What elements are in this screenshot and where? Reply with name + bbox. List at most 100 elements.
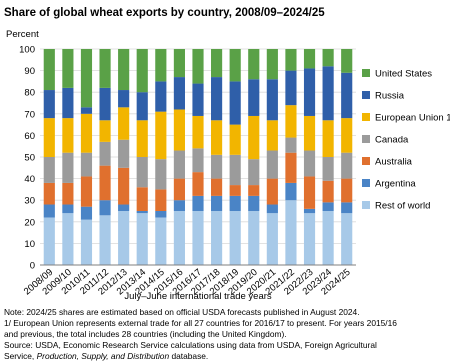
bar-segment <box>43 49 55 91</box>
bar-segment <box>322 157 334 181</box>
bar-segment <box>211 120 223 155</box>
y-axis-label: Percent <box>6 29 39 40</box>
bar-segment <box>211 211 223 265</box>
bar-segment <box>99 49 111 88</box>
bar-segment <box>155 81 167 112</box>
bar-segment <box>341 72 353 119</box>
bar-segment <box>322 66 334 121</box>
bar-segment <box>303 150 316 177</box>
bar-segment <box>99 141 111 166</box>
bar-segment <box>80 107 93 114</box>
bar-segment <box>341 152 353 179</box>
bar-segment <box>80 49 93 108</box>
bar-segment <box>43 182 55 205</box>
bar-segment <box>248 195 260 211</box>
bar-segment <box>248 49 260 80</box>
bar-segment <box>118 139 130 168</box>
bar-segment <box>322 49 334 67</box>
bar-segment <box>248 115 260 160</box>
y-tick-label: 100 <box>19 45 35 56</box>
note: and previous, the total includes 28 coun… <box>4 329 287 339</box>
bar-segment <box>303 68 316 116</box>
bar-segment <box>322 211 334 265</box>
bar-segment <box>322 120 334 157</box>
bar-segment <box>266 49 278 80</box>
bar-segment <box>266 150 278 179</box>
source: Service, <box>4 351 37 361</box>
bar-segment <box>43 157 55 183</box>
bar-segment <box>99 215 111 265</box>
bar-segment <box>173 109 185 151</box>
bar-segment <box>229 124 241 155</box>
legend-swatch <box>362 201 370 209</box>
legend-swatch <box>362 135 370 143</box>
legend-swatch <box>362 113 370 121</box>
x-axis-label: July–June international trade years <box>124 291 272 302</box>
chart-title: Share of global wheat exports by country… <box>4 7 325 19</box>
y-tick-label: 70 <box>24 109 35 120</box>
bar-segment <box>341 213 353 265</box>
bar-segment <box>303 213 316 265</box>
bar-segment <box>155 189 167 211</box>
bar-segment <box>229 195 241 211</box>
bar-segment <box>285 200 297 265</box>
legend-swatch <box>362 157 370 165</box>
y-tick-label: 10 <box>24 239 35 250</box>
y-tick-label: 40 <box>24 174 35 185</box>
bar-segment <box>248 159 260 186</box>
bar-segment <box>285 105 297 138</box>
bar-segment <box>248 185 260 196</box>
bar-segment <box>136 49 148 93</box>
bar-segment <box>285 49 297 71</box>
y-tick-label: 90 <box>24 66 35 77</box>
bar-segment <box>62 204 74 214</box>
bar-segment <box>192 115 204 149</box>
source-title: Production, Supply, and Distribution <box>37 351 170 361</box>
bar-segment <box>192 172 204 196</box>
bar-segment <box>136 157 148 188</box>
note: 1/ European Union represents external tr… <box>4 318 397 328</box>
bar-segment <box>62 152 74 183</box>
legend-swatch <box>362 69 370 77</box>
bar-segment <box>136 120 148 157</box>
bar-segment <box>118 211 130 265</box>
bar-segment <box>229 211 241 265</box>
bar-segment <box>322 180 334 203</box>
bar-segment <box>192 148 204 173</box>
legend-label: Rest of world <box>375 201 430 212</box>
y-tick-label: 50 <box>24 153 35 164</box>
bar-segment <box>118 167 130 205</box>
bar-segment <box>136 211 148 214</box>
bar-segment <box>229 185 241 196</box>
bar-segment <box>192 49 204 84</box>
bar-segment <box>341 49 353 73</box>
bar-segment <box>155 211 167 218</box>
bar-segment <box>248 211 260 265</box>
bar-segment <box>266 213 278 265</box>
bar-segment <box>303 115 316 151</box>
bar-segment <box>322 202 334 211</box>
bar-segment <box>99 165 111 201</box>
bar-segment <box>99 120 111 142</box>
bar-segment <box>266 79 278 121</box>
bar-segment <box>62 213 74 265</box>
bar-segment <box>136 92 148 121</box>
legend-label: Argentina <box>375 179 416 190</box>
bar-segment <box>266 120 278 151</box>
bar-segment <box>43 118 55 157</box>
y-tick-label: 0 <box>30 261 35 272</box>
bar-segment <box>192 211 204 265</box>
bar-segment <box>248 79 260 116</box>
bar-segment <box>211 195 223 211</box>
bar-segment <box>62 118 74 153</box>
legend-swatch <box>362 91 370 99</box>
bar-segment <box>341 202 353 214</box>
bar-segment <box>99 87 111 121</box>
bar-segment <box>229 49 241 82</box>
bar-segment <box>155 217 167 265</box>
source: Source: USDA, Economic Research Service … <box>4 340 377 350</box>
bar-segment <box>303 176 316 209</box>
bar-segment <box>341 118 353 153</box>
bar-segment <box>80 206 93 220</box>
